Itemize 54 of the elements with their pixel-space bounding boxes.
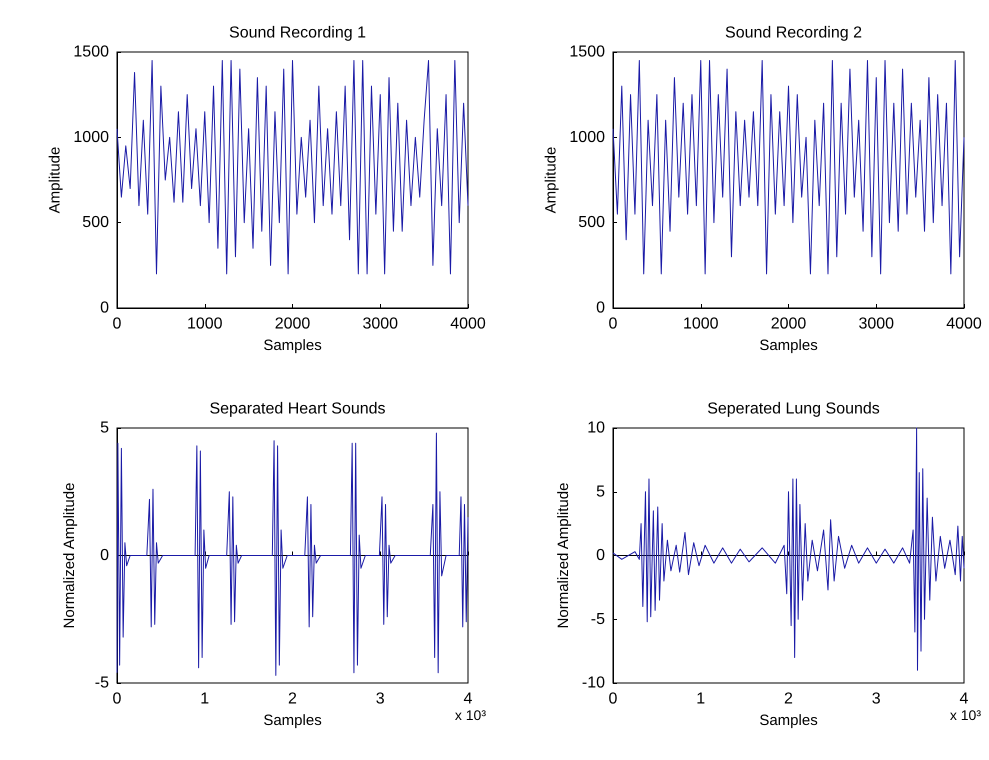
x-tick-label: 1000 xyxy=(682,316,719,332)
chart-title: Sound Recording 1 xyxy=(229,24,366,42)
x-tick-label: 0 xyxy=(608,690,618,708)
y-axis-title: Amplitude xyxy=(46,146,64,214)
y-tick-label: 5 xyxy=(596,483,606,500)
x-tick-label: 2000 xyxy=(770,316,806,332)
y-tick-label: 0 xyxy=(100,300,110,316)
x-tick-label: 0 xyxy=(112,316,122,332)
y-tick-label: 1500 xyxy=(569,44,606,60)
y-axis-title: Normalized Amplitude xyxy=(61,482,78,628)
x-tick-label: 3 xyxy=(376,690,385,708)
text: x 10³ xyxy=(454,707,486,723)
y-axis-title: Normalized Amplitude xyxy=(554,482,572,628)
y-axis-title: Amplitude xyxy=(542,146,560,214)
x-axis-title: Samples xyxy=(759,712,818,729)
x-axis-title: Samples xyxy=(759,337,818,354)
y-tick-label: 5 xyxy=(100,420,110,436)
x-axis-title: Samples xyxy=(263,712,322,729)
y-tick-label: 1500 xyxy=(73,44,110,60)
y-tick-label: -10 xyxy=(582,674,606,692)
x-tick-label: 4 xyxy=(464,690,473,708)
x-tick-label: 4000 xyxy=(450,316,486,332)
x-tick-label: 2 xyxy=(784,690,794,708)
x-tick-label: 2 xyxy=(288,690,298,708)
y-tick-label: 0 xyxy=(596,300,606,316)
chart-title: Sound Recording 2 xyxy=(725,24,862,42)
line-series xyxy=(116,60,468,274)
line-series xyxy=(116,432,468,676)
y-tick-label: 1000 xyxy=(73,128,110,146)
x-tick-label: 1 xyxy=(200,690,210,708)
x-tick-label: 3000 xyxy=(362,316,398,332)
chart-title: Seperated Lung Sounds xyxy=(707,400,880,418)
y-tick-label: 10 xyxy=(587,420,606,436)
y-tick-label: -5 xyxy=(94,674,110,692)
y-tick-label: 500 xyxy=(578,214,606,232)
line-series xyxy=(612,428,964,671)
line-series xyxy=(612,60,964,274)
x-tick-label: 1 xyxy=(696,690,706,708)
y-tick-label: 0 xyxy=(100,547,110,564)
x-tick-label: 4000 xyxy=(946,316,982,332)
x-tick-label: 3 xyxy=(872,690,881,708)
x-tick-label: 0 xyxy=(112,690,122,708)
x-tick-label: 1000 xyxy=(186,316,223,332)
x-tick-label: 0 xyxy=(608,316,618,332)
y-tick-label: -5 xyxy=(590,610,606,628)
y-tick-label: 500 xyxy=(82,214,110,232)
x-tick-label: 3000 xyxy=(858,316,894,332)
y-tick-label: 1000 xyxy=(569,128,606,146)
chart-title: Separated Heart Sounds xyxy=(209,400,386,418)
x-tick-label: 4 xyxy=(960,690,969,708)
y-tick-label: 0 xyxy=(596,547,606,564)
text: x 10³ xyxy=(950,707,982,723)
x-tick-label: 2000 xyxy=(274,316,310,332)
x-axis-title: Samples xyxy=(263,337,322,354)
